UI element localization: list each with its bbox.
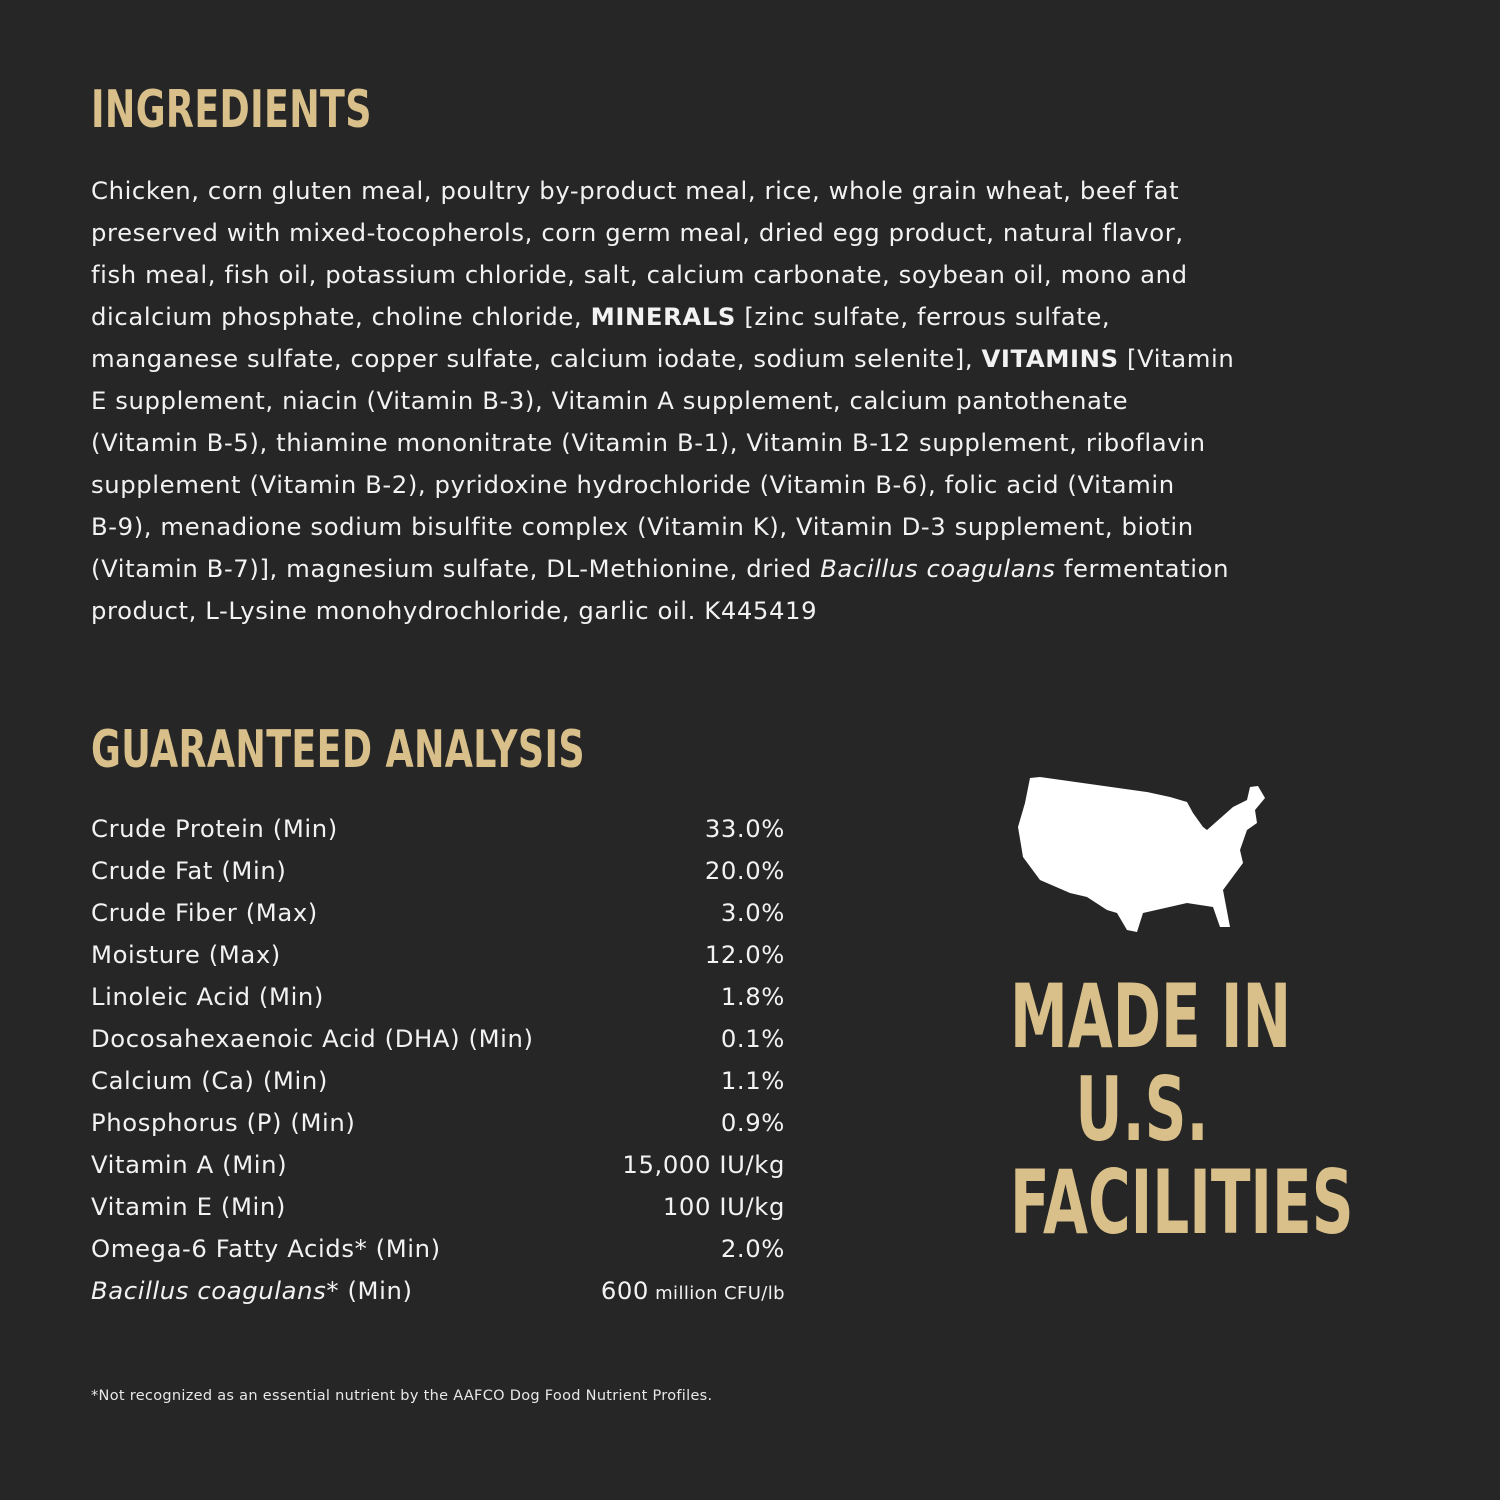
text-segment: fermentation <box>1055 554 1230 583</box>
table-row: Linoleic Acid (Min) 1.8% <box>91 976 785 1018</box>
table-row: Calcium (Ca) (Min) 1.1% <box>91 1060 785 1102</box>
footnote: *Not recognized as an essential nutrient… <box>91 1388 713 1404</box>
badge-line: FACILITIES <box>1010 1151 1354 1254</box>
row-label: Vitamin A (Min) <box>91 1150 288 1179</box>
row-label: Bacillus coagulans* (Min) <box>91 1270 413 1312</box>
label-italic: Bacillus coagulans <box>91 1276 327 1305</box>
badge-line: U.S. <box>1075 1058 1209 1161</box>
row-value: 1.1% <box>720 1066 785 1095</box>
row-label: Crude Fat (Min) <box>91 856 287 885</box>
guaranteed-analysis-heading: GUARANTEED ANALYSIS <box>91 720 585 780</box>
row-label: Docosahexaenoic Acid (DHA) (Min) <box>91 1024 534 1053</box>
table-row: Docosahexaenoic Acid (DHA) (Min) 0.1% <box>91 1018 785 1060</box>
row-label: Linoleic Acid (Min) <box>91 982 325 1011</box>
text-segment: dicalcium phosphate, choline chloride, <box>91 302 591 331</box>
bold-term: VITAMINS <box>981 344 1119 373</box>
ingredient-line: preserved with mixed-tocopherols, corn g… <box>91 212 1234 254</box>
table-row: Omega-6 Fatty Acids* (Min) 2.0% <box>91 1228 785 1270</box>
row-value: 600 million CFU/lb <box>601 1270 785 1312</box>
row-label: Vitamin E (Min) <box>91 1192 286 1221</box>
table-row: Bacillus coagulans* (Min) 600 million CF… <box>91 1270 785 1312</box>
ingredient-line: dicalcium phosphate, choline chloride, M… <box>91 296 1234 338</box>
ingredient-line: Chicken, corn gluten meal, poultry by-pr… <box>91 170 1234 212</box>
table-row: Crude Fat (Min) 20.0% <box>91 850 785 892</box>
row-label: Phosphorus (P) (Min) <box>91 1108 356 1137</box>
badge-line: MADE IN <box>1010 965 1292 1068</box>
ingredient-line: supplement (Vitamin B-2), pyridoxine hyd… <box>91 464 1234 506</box>
text-segment: E supplement, niacin (Vitamin B-3), Vita… <box>91 386 1129 415</box>
row-label: Crude Fiber (Max) <box>91 898 318 927</box>
text-segment: [Vitamin <box>1118 344 1235 373</box>
ingredient-line: fish meal, fish oil, potassium chloride,… <box>91 254 1234 296</box>
text-segment: product, L-Lysine monohydrochloride, gar… <box>91 596 818 625</box>
row-value: 15,000 IU/kg <box>622 1150 785 1179</box>
text-segment: supplement (Vitamin B-2), pyridoxine hyd… <box>91 470 1175 499</box>
table-row: Vitamin A (Min) 15,000 IU/kg <box>91 1144 785 1186</box>
bold-term: MINERALS <box>590 302 737 331</box>
row-value: 0.9% <box>720 1108 785 1137</box>
row-value: 12.0% <box>704 940 785 969</box>
value-unit: million CFU/lb <box>649 1283 785 1304</box>
row-value: 33.0% <box>704 814 785 843</box>
text-segment: preserved with mixed-tocopherols, corn g… <box>91 218 1184 247</box>
table-row: Crude Protein (Min) 33.0% <box>91 808 785 850</box>
row-label: Moisture (Max) <box>91 940 281 969</box>
row-value: 0.1% <box>720 1024 785 1053</box>
row-value: 20.0% <box>704 856 785 885</box>
table-row: Phosphorus (P) (Min) 0.9% <box>91 1102 785 1144</box>
italic-term: Bacillus coagulans <box>820 554 1056 583</box>
row-value: 1.8% <box>720 982 785 1011</box>
analysis-table: Crude Protein (Min) 33.0% Crude Fat (Min) 2… <box>91 808 785 1312</box>
row-value: 2.0% <box>720 1234 785 1263</box>
row-label: Calcium (Ca) (Min) <box>91 1066 328 1095</box>
ingredient-line: B-9), menadione sodium bisulfite complex… <box>91 506 1234 548</box>
text-segment: [zinc sulfate, ferrous sulfate, <box>736 302 1111 331</box>
ingredient-line: manganese sulfate, copper sulfate, calci… <box>91 338 1234 380</box>
table-row: Crude Fiber (Max) 3.0% <box>91 892 785 934</box>
ingredients-text: Chicken, corn gluten meal, poultry by-pr… <box>91 170 1234 632</box>
ingredient-line: product, L-Lysine monohydrochloride, gar… <box>91 590 1234 632</box>
ingredient-line: (Vitamin B-5), thiamine mononitrate (Vit… <box>91 422 1234 464</box>
ingredient-line: E supplement, niacin (Vitamin B-3), Vita… <box>91 380 1234 422</box>
made-in-usa-badge: MADE IN U.S. FACILITIES <box>942 965 1354 1254</box>
value-number: 600 <box>600 1276 649 1305</box>
label-rest: * (Min) <box>326 1276 413 1305</box>
table-row: Moisture (Max) 12.0% <box>91 934 785 976</box>
row-value: 3.0% <box>720 898 785 927</box>
text-segment: manganese sulfate, copper sulfate, calci… <box>91 344 982 373</box>
text-segment: B-9), menadione sodium bisulfite complex… <box>91 512 1194 541</box>
text-segment: (Vitamin B-7)], magnesium sulfate, DL-Me… <box>91 554 821 583</box>
text-segment: (Vitamin B-5), thiamine mononitrate (Vit… <box>91 428 1206 457</box>
row-label: Omega-6 Fatty Acids* (Min) <box>91 1234 441 1263</box>
text-segment: Chicken, corn gluten meal, poultry by-pr… <box>91 176 1180 205</box>
row-label: Crude Protein (Min) <box>91 814 338 843</box>
ingredients-heading: INGREDIENTS <box>91 80 372 140</box>
row-value: 100 IU/kg <box>662 1192 785 1221</box>
ingredient-line: (Vitamin B-7)], magnesium sulfate, DL-Me… <box>91 548 1234 590</box>
table-row: Vitamin E (Min) 100 IU/kg <box>91 1186 785 1228</box>
text-segment: fish meal, fish oil, potassium chloride,… <box>91 260 1188 289</box>
